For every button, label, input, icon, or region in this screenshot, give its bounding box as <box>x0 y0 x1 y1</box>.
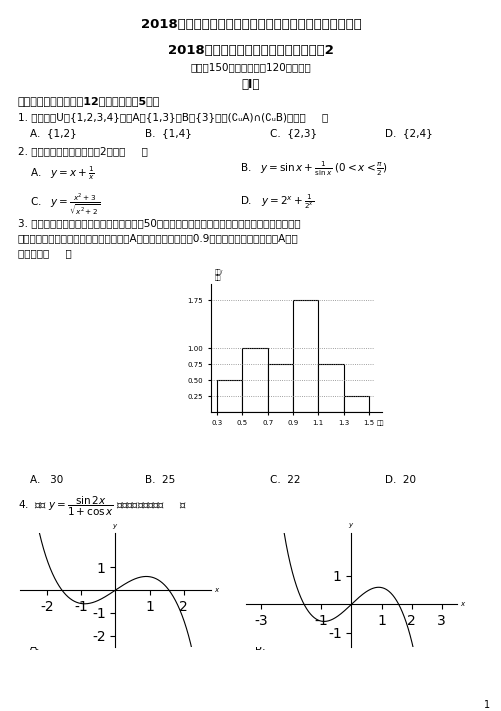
Bar <box>343 397 368 412</box>
Text: B.: B. <box>255 642 265 652</box>
Text: $y$: $y$ <box>348 521 354 530</box>
Text: 的人数为（     ）: 的人数为（ ） <box>18 248 72 258</box>
Text: D.  20: D. 20 <box>384 475 415 485</box>
Text: 视力: 视力 <box>376 420 383 426</box>
Text: 2018年全国高考数学考前押题文科数学题卷二及答案解析: 2018年全国高考数学考前押题文科数学题卷二及答案解析 <box>140 18 361 31</box>
Bar <box>293 300 318 412</box>
Text: C.  {2,3}: C. {2,3} <box>270 128 317 138</box>
Text: $x$: $x$ <box>459 600 465 609</box>
Text: D.   $y = 2^x + \frac{1}{2^x}$: D. $y = 2^x + \frac{1}{2^x}$ <box>239 192 314 210</box>
Text: 3. 从某校高三年级随机抽取一个班，对该班50名学生的高校招生体检表中视力情况进行统计，其结: 3. 从某校高三年级随机抽取一个班，对该班50名学生的高校招生体检表中视力情况进… <box>18 218 300 228</box>
Text: D.  {2,4}: D. {2,4} <box>384 128 432 138</box>
Text: B.   $y = \sin x + \frac{1}{\sin x}\;(0<x<\frac{\pi}{2})$: B. $y = \sin x + \frac{1}{\sin x}\;(0<x<… <box>239 160 387 178</box>
Bar <box>267 364 293 412</box>
Text: 频率/
组距: 频率/ 组距 <box>214 269 222 282</box>
Text: B.  25: B. 25 <box>145 475 175 485</box>
Text: C.  22: C. 22 <box>270 475 300 485</box>
Text: 1: 1 <box>483 700 489 710</box>
Text: 2. 在下列函数中，最小值为2的是（     ）: 2. 在下列函数中，最小值为2的是（ ） <box>18 146 148 156</box>
Text: A.  {1,2}: A. {1,2} <box>30 128 77 138</box>
Bar <box>242 348 267 412</box>
Text: C.   $y = \frac{x^2+3}{\sqrt{x^2+2}}$: C. $y = \frac{x^2+3}{\sqrt{x^2+2}}$ <box>30 192 100 217</box>
Text: 果的频率分布直方图如图所示；若某高校A专业对视力的要求在0.9以上，则该班学生中能报A专业: 果的频率分布直方图如图所示；若某高校A专业对视力的要求在0.9以上，则该班学生中… <box>18 233 298 243</box>
Text: 4.  函数 $y = \dfrac{\sin 2x}{1+\cos x}$ 的部分图象大致为（     ）: 4. 函数 $y = \dfrac{\sin 2x}{1+\cos x}$ 的部… <box>18 495 186 518</box>
Text: 一、选择题：本大题共12小题，每小题5分。: 一、选择题：本大题共12小题，每小题5分。 <box>18 96 160 106</box>
Text: $y$: $y$ <box>112 522 118 531</box>
Text: A.   30: A. 30 <box>30 475 63 485</box>
Text: 2018年高考数学考前押题文科数学题卷2: 2018年高考数学考前押题文科数学题卷2 <box>168 44 333 57</box>
Text: 1. 已知全集U＝{1,2,3,4}，若A＝{1,3}，B＝{3}，则(∁ᵤA)∩(∁ᵤB)等于（     ）: 1. 已知全集U＝{1,2,3,4}，若A＝{1,3}，B＝{3}，则(∁ᵤA)… <box>18 112 328 122</box>
Text: B.  {1,4}: B. {1,4} <box>145 128 191 138</box>
Text: （满分150分，考试用时120分钟。）: （满分150分，考试用时120分钟。） <box>190 62 311 72</box>
Text: A.: A. <box>30 642 40 652</box>
Bar <box>217 380 242 412</box>
Text: 第Ⅰ卷: 第Ⅰ卷 <box>241 78 260 91</box>
Text: $x$: $x$ <box>214 586 220 594</box>
Text: A.   $y = x + \frac{1}{x}$: A. $y = x + \frac{1}{x}$ <box>30 165 95 182</box>
Bar <box>318 364 343 412</box>
